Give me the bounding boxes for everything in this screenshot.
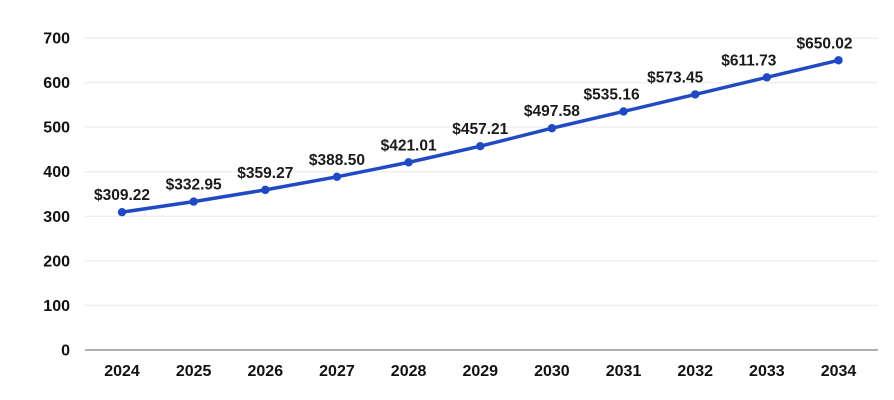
data-point-label: $457.21 (452, 121, 508, 138)
data-point (189, 197, 198, 206)
data-point-label: $388.50 (309, 152, 365, 169)
x-tick-label: 2028 (391, 363, 427, 380)
data-point (619, 107, 628, 116)
x-tick-label: 2026 (248, 363, 284, 380)
x-tick-label: 2030 (534, 363, 570, 380)
data-point (261, 185, 270, 195)
data-point (476, 142, 485, 151)
data-point (404, 158, 413, 167)
data-point-label: $332.95 (166, 177, 222, 194)
data-point (547, 124, 557, 133)
x-tick-label: 2032 (677, 363, 713, 380)
x-tick-label: 2025 (176, 363, 212, 380)
data-point-label: $573.45 (647, 69, 703, 86)
y-tick-label: 100 (43, 298, 70, 315)
y-tick-label: 600 (43, 75, 70, 92)
y-tick-label: 500 (43, 120, 70, 137)
x-tick-label: 2033 (749, 363, 785, 380)
data-point-label: $650.02 (796, 35, 852, 52)
y-tick-label: 0 (61, 343, 70, 360)
data-point-label: $359.27 (237, 165, 293, 182)
data-point (117, 207, 127, 217)
x-tick-label: 2024 (104, 363, 140, 380)
y-tick-label: 700 (43, 31, 70, 48)
x-tick-label: 2029 (462, 363, 498, 380)
data-point (332, 172, 342, 182)
data-point (834, 56, 843, 65)
data-point (691, 90, 700, 99)
data-point (762, 73, 772, 82)
data-point-label: $421.01 (381, 137, 437, 154)
data-point-label: $535.16 (584, 86, 640, 103)
data-point-label: $611.73 (721, 52, 777, 69)
data-point-label: $497.58 (524, 103, 580, 120)
x-tick-label: 2027 (319, 363, 355, 380)
y-tick-label: 200 (43, 253, 70, 270)
data-point-label: $309.22 (94, 187, 150, 204)
x-tick-label: 2034 (821, 363, 857, 380)
y-tick-label: 300 (43, 209, 70, 226)
y-tick-label: 400 (43, 164, 70, 181)
x-tick-label: 2031 (606, 363, 642, 380)
